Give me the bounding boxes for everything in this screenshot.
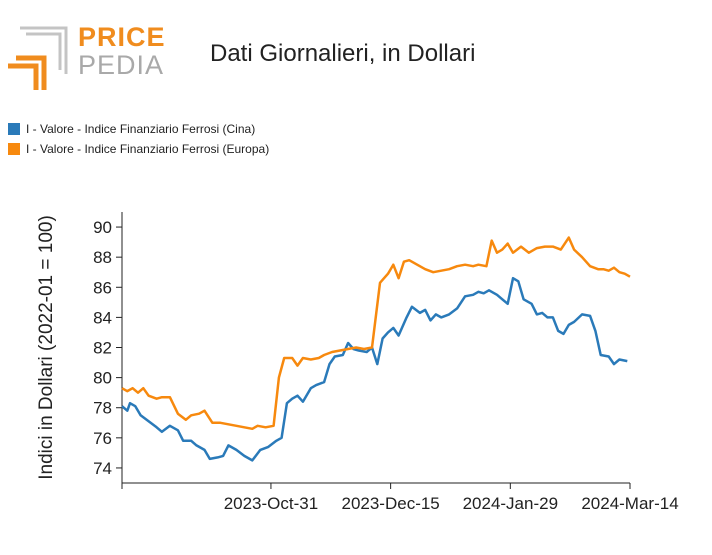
x-tick-label: 2024-Jan-29 bbox=[463, 494, 558, 513]
legend-label-europa: I - Valore - Indice Finanziario Ferrosi … bbox=[26, 142, 270, 156]
x-tick-label: 2024-Mar-14 bbox=[581, 494, 678, 513]
y-tick-label: 74 bbox=[93, 459, 112, 478]
x-tick-label: 2023-Dec-15 bbox=[341, 494, 439, 513]
legend-swatch-europa bbox=[8, 143, 20, 155]
y-tick-label: 88 bbox=[93, 248, 112, 267]
chart-title: Dati Giornalieri, in Dollari bbox=[210, 40, 476, 67]
y-axis-title: Indici in Dollari (2022-01 = 100) bbox=[36, 215, 57, 480]
y-tick-label: 78 bbox=[93, 399, 112, 418]
y-tick-label: 90 bbox=[93, 218, 112, 237]
logo-mark-icon bbox=[8, 26, 68, 90]
pricepedia-logo: PRICE PEDIA bbox=[6, 20, 166, 90]
y-tick-label: 84 bbox=[93, 308, 112, 327]
legend-swatch-cina bbox=[8, 123, 20, 135]
x-tick-label: 2023-Oct-31 bbox=[224, 494, 319, 513]
logo-text-price: PRICE bbox=[78, 22, 166, 52]
legend: I - Valore - Indice Finanziario Ferrosi … bbox=[8, 119, 269, 159]
legend-item-cina[interactable]: I - Valore - Indice Finanziario Ferrosi … bbox=[8, 119, 269, 139]
chart-axes: 74 76 78 80 82 84 86 88 90 2023-Oct-31 2023-Dec-15… bbox=[93, 212, 679, 513]
y-tick-label: 80 bbox=[93, 369, 112, 388]
legend-label-cina: I - Valore - Indice Finanziario Ferrosi … bbox=[26, 122, 256, 136]
series-line-europa bbox=[121, 236, 631, 431]
series-line-cina bbox=[121, 276, 628, 462]
y-tick-label: 76 bbox=[93, 429, 112, 448]
legend-item-europa[interactable]: I - Valore - Indice Finanziario Ferrosi … bbox=[8, 139, 269, 159]
logo-text-pedia: PEDIA bbox=[78, 50, 165, 80]
y-tick-label: 82 bbox=[93, 339, 112, 358]
chart-series bbox=[121, 236, 631, 462]
y-tick-label: 86 bbox=[93, 278, 112, 297]
